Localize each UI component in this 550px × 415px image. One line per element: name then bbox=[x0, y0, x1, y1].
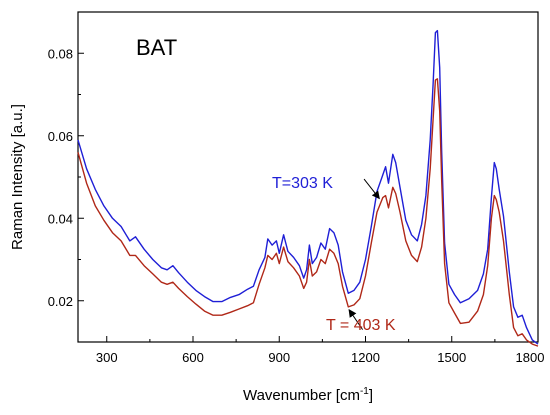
annotation-layer: T=303 K T = 403 K bbox=[272, 175, 396, 334]
x-tick-label: 600 bbox=[182, 350, 204, 365]
x-axis: 300 600 900 1200 1500 1800 bbox=[96, 336, 545, 365]
annotation-arrow bbox=[348, 308, 364, 330]
panel-label: BAT bbox=[136, 35, 177, 60]
x-axis-title-sup: -1 bbox=[360, 386, 369, 397]
x-axis-title-end: ] bbox=[369, 387, 373, 404]
y-tick-label: 0.02 bbox=[48, 294, 73, 309]
x-tick-label: 300 bbox=[96, 350, 118, 365]
y-tick-label: 0.06 bbox=[48, 129, 73, 144]
annotation-arrow bbox=[363, 178, 380, 200]
series-line-303k bbox=[77, 29, 539, 345]
x-tick-label: 1200 bbox=[351, 350, 380, 365]
y-tick-label: 0.04 bbox=[48, 211, 73, 226]
series-layer bbox=[77, 29, 539, 347]
x-axis-title-main: Wavenumber [cm bbox=[243, 387, 360, 404]
y-axis-title: Raman Intensity [a.u.] bbox=[9, 104, 26, 250]
series-label-303k: T=303 K bbox=[272, 175, 333, 192]
series-label-403k: T = 403 K bbox=[326, 317, 396, 334]
y-axis: 0.02 0.04 0.06 0.08 bbox=[48, 46, 84, 309]
x-tick-label: 1800 bbox=[516, 350, 545, 365]
x-tick-label: 900 bbox=[268, 350, 290, 365]
x-tick-label: 1500 bbox=[437, 350, 466, 365]
series-line-403k bbox=[77, 78, 539, 347]
x-axis-title: Wavenumber [cm-1] bbox=[243, 386, 373, 404]
y-tick-label: 0.08 bbox=[48, 46, 73, 61]
